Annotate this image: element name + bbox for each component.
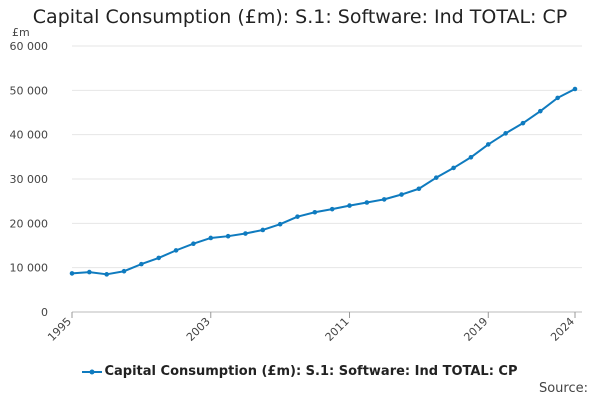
data-point (364, 200, 370, 205)
data-point (381, 197, 387, 202)
data-point (243, 231, 248, 236)
data-point (538, 108, 543, 114)
data-point (277, 221, 283, 227)
x-tick-label: 2011 (323, 315, 352, 344)
gridlines (72, 45, 582, 313)
y-axis: 0 10 000 20 000 30 000 40 000 50 000 60 000 (10, 40, 49, 319)
data-point (468, 154, 474, 160)
y-tick-label: 60 000 (10, 40, 49, 53)
data-point (433, 175, 439, 180)
x-tick-label: 2019 (461, 315, 490, 344)
x-axis: 1995 2003 2011 2019 2024 (45, 312, 577, 344)
y-tick-label: 10 000 (10, 262, 49, 275)
y-unit-label: £m (12, 26, 30, 39)
y-tick-label: 50 000 (10, 84, 49, 97)
data-point (312, 209, 318, 215)
data-point (347, 203, 352, 208)
chart-title: Capital Consumption (£m): S.1: Software:… (32, 6, 568, 28)
data-point (572, 86, 578, 92)
data-point (295, 214, 300, 219)
y-tick-label: 40 000 (10, 129, 49, 142)
x-tick-label: 2024 (548, 315, 577, 344)
data-point (503, 131, 508, 136)
data-point (451, 165, 456, 171)
data-point (329, 206, 335, 212)
data-point (416, 186, 422, 192)
data-point (191, 241, 196, 247)
x-tick-label: 2003 (184, 315, 213, 344)
data-point (156, 255, 162, 261)
series-line (71, 88, 576, 276)
data-point (485, 142, 491, 147)
data-point (260, 227, 266, 233)
legend: Capital Consumption (£m): S.1: Software:… (0, 364, 600, 379)
legend-swatch (82, 369, 103, 374)
data-point (121, 268, 127, 274)
data-point (208, 235, 214, 241)
data-point (520, 120, 526, 126)
series-group (69, 86, 578, 277)
data-point (399, 192, 404, 197)
y-tick-label: 20 000 (10, 217, 49, 230)
data-point (139, 261, 144, 267)
data-point (555, 95, 560, 101)
source-label: Source: (538, 381, 588, 396)
y-tick-label: 0 (41, 306, 48, 319)
data-point (87, 269, 92, 275)
x-tick-label: 1995 (45, 315, 74, 344)
data-point (104, 272, 109, 277)
legend-label: Capital Consumption (£m): S.1: Software:… (104, 364, 518, 379)
data-point (173, 248, 179, 253)
data-point (69, 271, 75, 276)
data-point (225, 233, 231, 239)
y-tick-label: 30 000 (10, 173, 49, 186)
